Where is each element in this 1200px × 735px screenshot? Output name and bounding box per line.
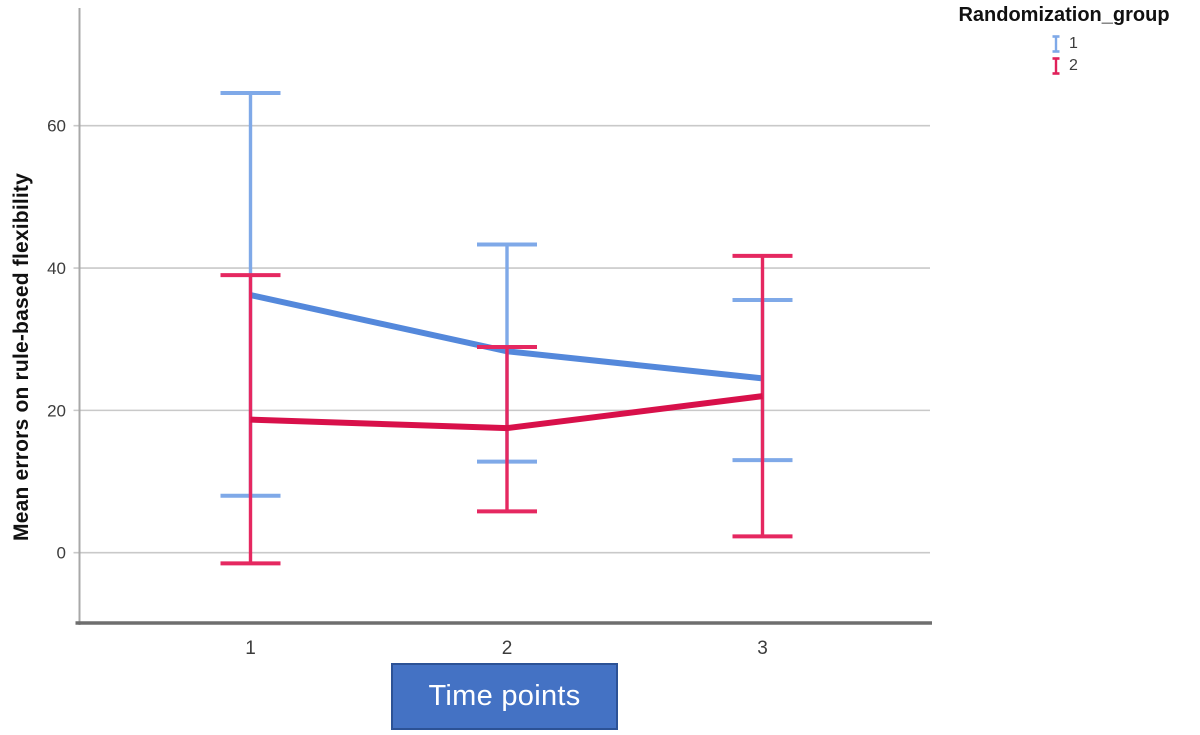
error-bars-group-2 bbox=[220, 253, 793, 566]
x-tick-label: 2 bbox=[502, 638, 513, 659]
y-tick-label: 0 bbox=[57, 544, 66, 563]
y-tick-label: 60 bbox=[47, 117, 66, 136]
legend-entry-group2: 2 bbox=[1050, 55, 1078, 77]
series-line-2 bbox=[250, 393, 763, 432]
x-axis-title-box: Time points bbox=[391, 663, 618, 730]
x-tick-label: 3 bbox=[757, 638, 768, 659]
y-tick-label: 20 bbox=[47, 401, 66, 420]
x-tick-label: 1 bbox=[245, 638, 256, 659]
legend-title: Randomization_group bbox=[958, 4, 1170, 26]
legend-entry-label: 2 bbox=[1069, 57, 1078, 74]
y-tick-label: 40 bbox=[47, 259, 66, 278]
legend: Randomization_group 1 2 bbox=[934, 4, 1194, 77]
y-axis-title: Mean errors on rule-based flexibility bbox=[10, 173, 33, 541]
error-bar-icon bbox=[1052, 57, 1060, 75]
legend-entry-group1: 1 bbox=[1050, 33, 1078, 55]
error-bar-icon bbox=[1052, 35, 1060, 53]
x-axis-title: Time points bbox=[428, 680, 581, 712]
legend-entry-label: 1 bbox=[1069, 35, 1078, 52]
